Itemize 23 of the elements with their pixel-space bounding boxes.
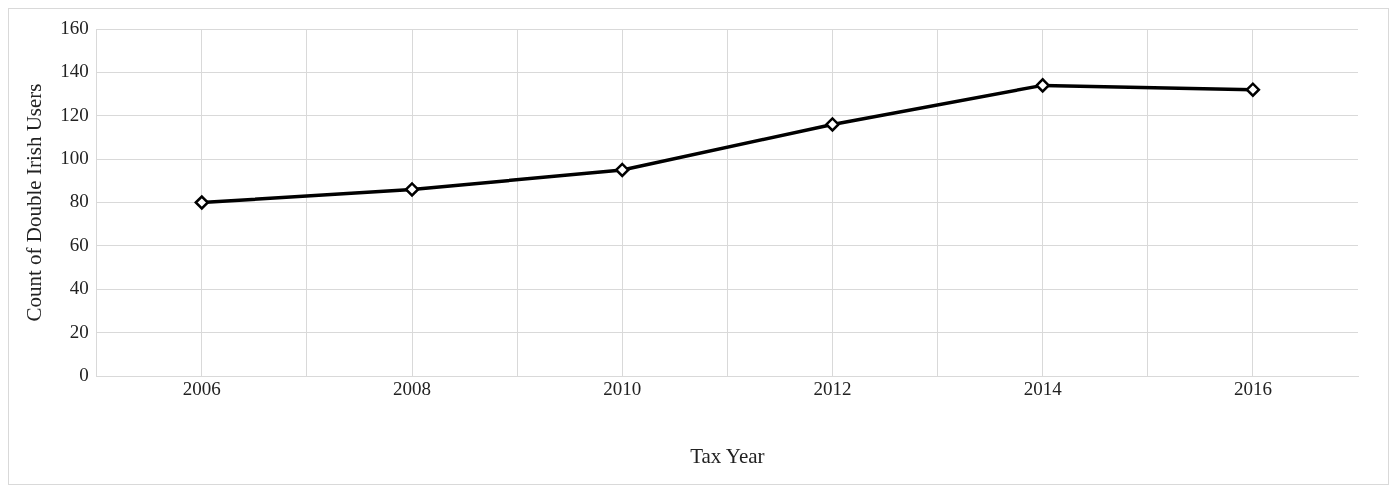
x-tick-label: 2008	[393, 378, 432, 400]
y-axis-title: Count of Double Irish Users	[22, 83, 47, 322]
x-tick-label: 2012	[813, 378, 852, 400]
x-tick-label: 2016	[1233, 378, 1272, 400]
y-tick-label: 0	[79, 363, 89, 385]
point	[614, 162, 630, 178]
point	[404, 182, 420, 197]
y-tick-label: 140	[60, 60, 89, 82]
point	[825, 117, 840, 132]
y-tick-label: 20	[69, 320, 89, 342]
x-tick-label: 2006	[182, 378, 221, 400]
y-tick-label: 60	[69, 233, 89, 255]
point	[1245, 82, 1261, 97]
y-tick-label: 120	[60, 103, 89, 125]
point	[194, 195, 210, 210]
y-tick-label: 80	[69, 190, 89, 212]
y-tick-label: 160	[60, 16, 89, 38]
point	[1035, 78, 1050, 93]
x-tick-label: 2010	[603, 378, 642, 400]
x-axis-title: Tax Year	[690, 443, 765, 468]
y-tick-label: 40	[69, 277, 89, 299]
x-tick-label: 2014	[1023, 378, 1063, 400]
y-tick-label: 100	[60, 147, 89, 169]
